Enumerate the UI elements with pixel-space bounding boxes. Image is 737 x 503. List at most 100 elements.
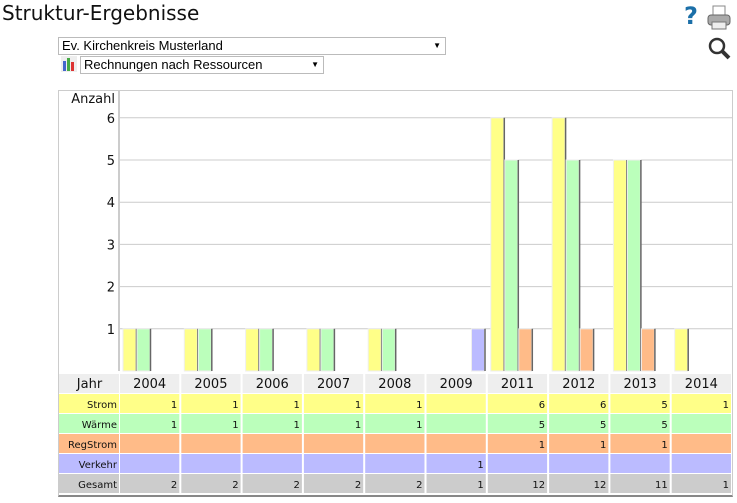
- y-tick-label: 3: [107, 238, 115, 253]
- table-cell: [671, 394, 731, 413]
- table-cell: [303, 434, 364, 453]
- table-cell-value: 1: [355, 400, 361, 411]
- table-cell: [671, 414, 731, 433]
- table-cell-value: 1: [600, 440, 606, 451]
- table-cell: [181, 454, 241, 473]
- table-cell: [181, 434, 241, 453]
- page-title: Struktur-Ergebnisse: [2, 1, 200, 25]
- table-row-label-cell: [59, 434, 119, 453]
- chevron-down-icon: ▼: [433, 41, 441, 50]
- table-header-year: 2009: [440, 377, 473, 392]
- table-cell-value: 1: [294, 400, 300, 411]
- table-cell: [426, 434, 486, 453]
- table-cell: [671, 374, 731, 393]
- y-axis-label: Anzahl: [71, 92, 115, 107]
- bar-wärme-2004: [136, 328, 151, 372]
- table-cell: [610, 414, 670, 433]
- table-cell-value: 2: [171, 480, 177, 491]
- table-cell: [671, 434, 731, 453]
- bar-strom-2004: [122, 328, 137, 372]
- table-cell: [365, 374, 425, 393]
- bar-verkehr-2009: [471, 328, 485, 372]
- table-cell: [549, 474, 609, 493]
- search-icon[interactable]: [707, 36, 731, 60]
- table-cell: [549, 454, 609, 473]
- table-cell: [120, 474, 180, 493]
- table-header-year: 2013: [624, 377, 657, 392]
- table-cell-value: 12: [532, 480, 545, 491]
- y-tick-label: 6: [107, 112, 115, 127]
- bar-chart-icon: [61, 56, 77, 72]
- table-cell: [671, 454, 731, 473]
- table-cell-value: 1: [539, 440, 545, 451]
- table-cell-value: 1: [477, 480, 483, 491]
- table-row-label-cell: [59, 374, 119, 393]
- table-cell-value: 1: [232, 400, 238, 411]
- table-cell: [181, 394, 241, 413]
- table-header-year: 2008: [378, 377, 411, 392]
- table-header-year: 2005: [194, 377, 227, 392]
- table-cell: [426, 454, 486, 473]
- help-icon[interactable]: ?: [684, 2, 698, 30]
- organization-select-value: Ev. Kirchenkreis Musterland: [62, 38, 223, 53]
- organization-select[interactable]: Ev. Kirchenkreis Musterland ▼: [58, 37, 446, 55]
- bar-strom-2011: [490, 117, 505, 372]
- table-cell: [426, 394, 486, 413]
- table-cell: [181, 374, 241, 393]
- table-cell: [242, 414, 302, 433]
- table-cell: [365, 434, 425, 453]
- table-cell-value: 1: [661, 440, 667, 451]
- table-cell: [181, 414, 241, 433]
- chart-container: [58, 90, 733, 497]
- table-cell: [303, 394, 364, 413]
- table-cell: [610, 374, 670, 393]
- bar-strom-2014: [674, 328, 689, 372]
- table-cell: [120, 434, 180, 453]
- table-header-year: 2014: [685, 377, 718, 392]
- table-cell-value: 1: [171, 420, 177, 431]
- table-row-label-cell: [59, 454, 119, 473]
- table-cell: [242, 434, 302, 453]
- table-cell: [365, 414, 425, 433]
- table-header-label: Jahr: [76, 377, 103, 392]
- report-select[interactable]: Rechnungen nach Ressourcen ▼: [80, 56, 324, 74]
- table-cell: [365, 454, 425, 473]
- bar-wärme-2011: [504, 159, 519, 372]
- report-select-value: Rechnungen nach Ressourcen: [84, 57, 263, 72]
- table-row-label: Verkehr: [79, 460, 118, 471]
- table-cell-value: 12: [594, 480, 607, 491]
- table-cell-value: 11: [655, 480, 668, 491]
- bar-strom-2013: [612, 159, 627, 372]
- y-tick-label: 4: [107, 196, 115, 211]
- table-cell: [303, 474, 364, 493]
- table-row-label-cell: [59, 414, 119, 433]
- table-cell: [365, 394, 425, 413]
- y-tick-label: 1: [107, 323, 115, 338]
- table-cell: [549, 434, 609, 453]
- table-cell-value: 2: [416, 480, 422, 491]
- table-cell-value: 1: [232, 420, 238, 431]
- table-cell-value: 1: [416, 420, 422, 431]
- printer-icon[interactable]: [706, 5, 732, 31]
- table-cell: [120, 454, 180, 473]
- table-row-label: Strom: [87, 400, 117, 411]
- table-cell-value: 5: [539, 420, 545, 431]
- table-cell: [487, 454, 548, 473]
- table-cell: [120, 374, 180, 393]
- bar-strom-2005: [183, 328, 198, 372]
- table-row-label: Gesamt: [78, 480, 117, 491]
- y-tick-label: 2: [107, 281, 115, 296]
- bar-wärme-2005: [197, 328, 212, 372]
- table-cell: [120, 394, 180, 413]
- table-header-year: 2011: [501, 377, 534, 392]
- table-cell: [242, 374, 302, 393]
- table-cell: [671, 474, 731, 493]
- bar-regstrom-2011: [518, 328, 533, 372]
- bar-wärme-2007: [320, 328, 335, 372]
- table-cell: [365, 474, 425, 493]
- bar-strom-2008: [367, 328, 382, 372]
- table-cell-value: 1: [355, 420, 361, 431]
- bar-wärme-2006: [259, 328, 274, 372]
- table-cell: [242, 454, 302, 473]
